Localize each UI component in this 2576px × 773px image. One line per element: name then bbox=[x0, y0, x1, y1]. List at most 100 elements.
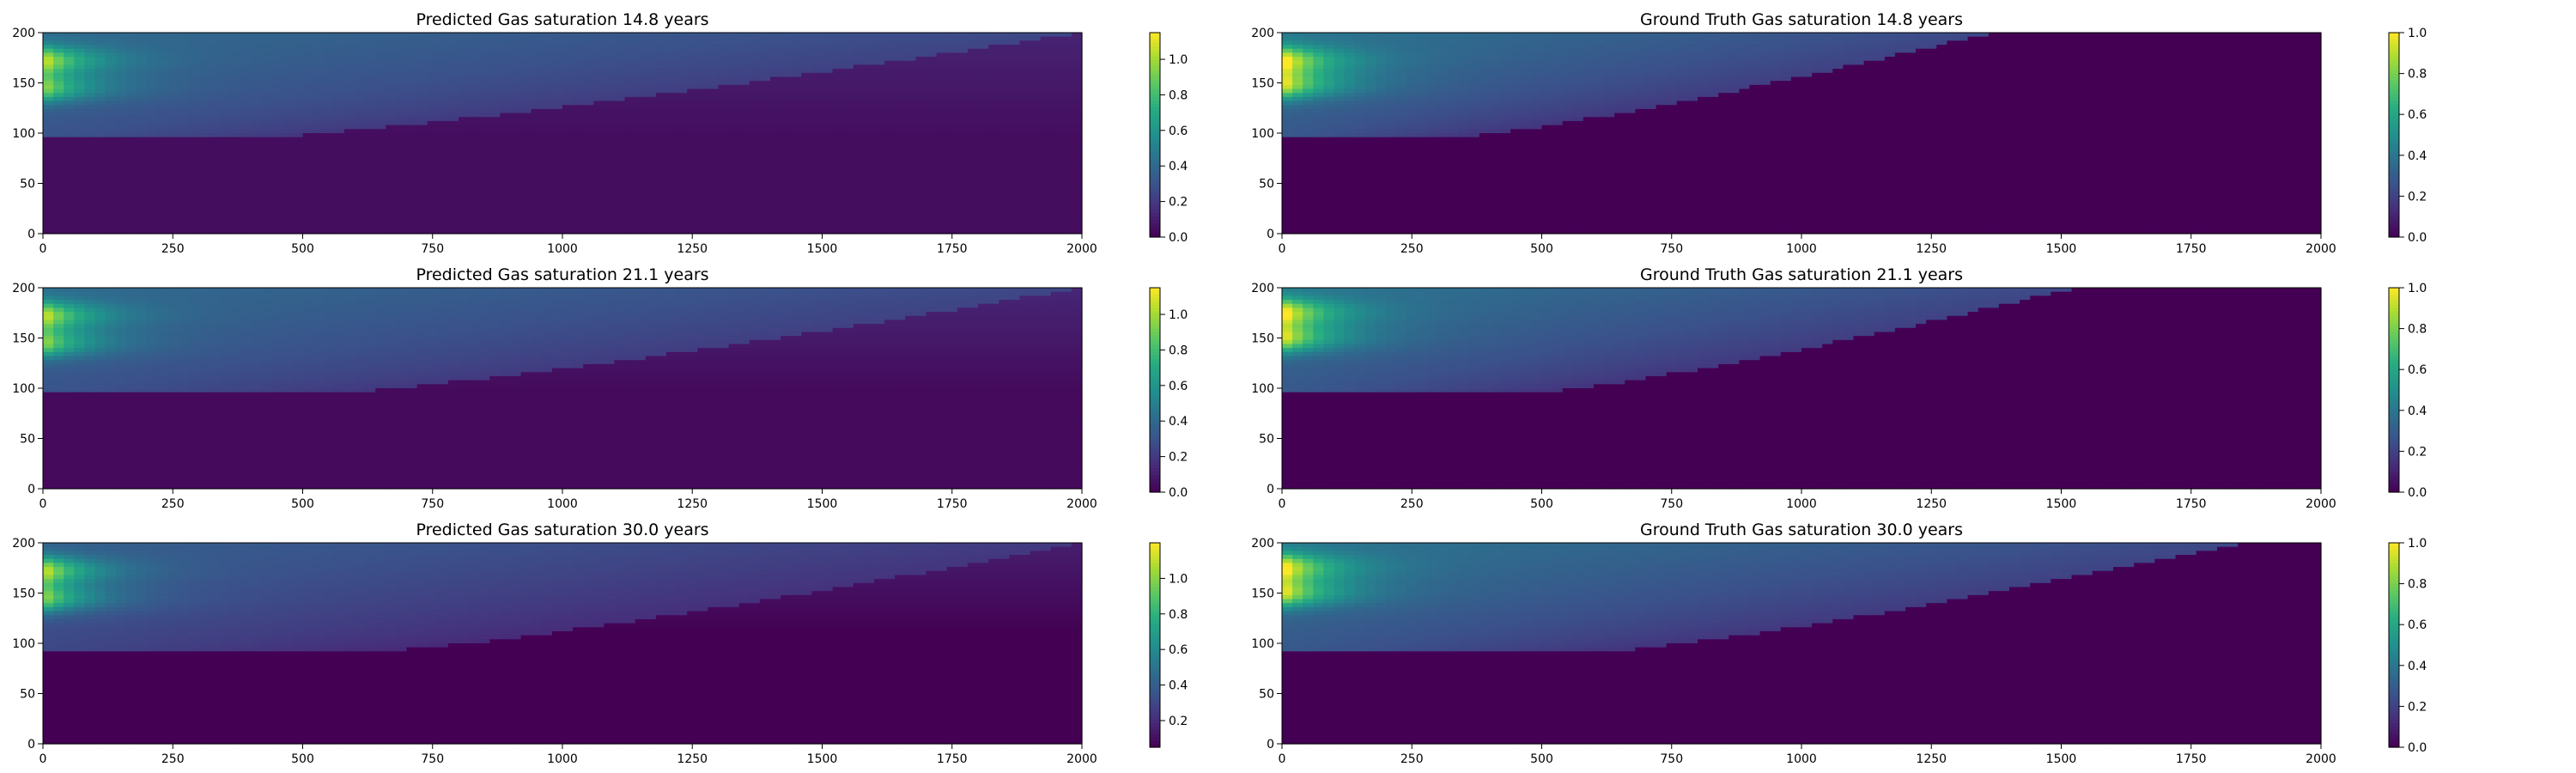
heatmap-cell bbox=[770, 76, 781, 82]
heatmap-cell bbox=[583, 129, 594, 134]
heatmap-cell bbox=[874, 209, 885, 215]
heatmap-cell bbox=[343, 125, 355, 130]
heatmap-cell bbox=[832, 125, 844, 130]
heatmap-cell bbox=[1060, 209, 1072, 215]
heatmap-cell bbox=[136, 149, 148, 154]
heatmap-cell bbox=[510, 137, 522, 142]
heatmap-cell bbox=[396, 145, 408, 150]
heatmap-cell bbox=[677, 225, 688, 230]
heatmap-cell bbox=[219, 33, 231, 38]
heatmap-cell bbox=[781, 205, 792, 210]
heatmap-cell bbox=[292, 165, 304, 170]
heatmap-cell bbox=[583, 125, 594, 130]
heatmap-cell bbox=[355, 173, 366, 179]
heatmap-cell bbox=[1030, 105, 1042, 110]
heatmap-cell bbox=[115, 36, 127, 41]
heatmap-cell bbox=[645, 209, 657, 215]
heatmap-cell bbox=[1009, 96, 1020, 102]
heatmap-cell bbox=[874, 201, 885, 206]
heatmap-cell bbox=[541, 84, 553, 90]
heatmap-cell bbox=[313, 100, 325, 106]
heatmap-cell bbox=[551, 169, 563, 174]
heatmap-cell bbox=[604, 120, 616, 126]
heatmap-cell bbox=[946, 149, 958, 154]
heatmap-cell bbox=[479, 193, 490, 198]
heatmap-cell bbox=[292, 100, 304, 106]
heatmap-cell bbox=[64, 205, 75, 210]
heatmap-cell bbox=[781, 100, 792, 106]
heatmap-cell bbox=[459, 193, 470, 198]
heatmap-cell bbox=[957, 145, 969, 150]
heatmap-cell bbox=[53, 229, 64, 234]
heatmap-cell bbox=[770, 141, 781, 146]
heatmap-cell bbox=[738, 133, 750, 138]
heatmap-cell bbox=[53, 197, 64, 203]
heatmap-cell bbox=[500, 72, 512, 78]
heatmap-cell bbox=[240, 36, 252, 41]
heatmap-cell bbox=[749, 153, 761, 158]
heatmap-cell bbox=[396, 213, 408, 218]
heatmap-cell bbox=[687, 173, 698, 179]
heatmap-cell bbox=[822, 201, 834, 206]
heatmap-cell bbox=[863, 108, 875, 114]
heatmap-cell bbox=[240, 105, 252, 110]
heatmap-cell bbox=[811, 205, 823, 210]
heatmap-cell bbox=[282, 161, 293, 167]
heatmap-cell bbox=[759, 173, 771, 179]
heatmap-cell bbox=[999, 36, 1010, 41]
heatmap-cell bbox=[375, 129, 386, 134]
heatmap-cell bbox=[437, 181, 449, 186]
heatmap-cell bbox=[791, 125, 802, 130]
heatmap-cell bbox=[469, 40, 480, 46]
heatmap-cell bbox=[645, 173, 657, 179]
heatmap-cell bbox=[459, 84, 470, 90]
heatmap-cell bbox=[355, 145, 366, 150]
heatmap-cell bbox=[229, 137, 241, 142]
heatmap-cell bbox=[999, 81, 1010, 86]
heatmap-cell bbox=[343, 133, 355, 138]
heatmap-cell bbox=[105, 48, 117, 53]
heatmap-cell bbox=[697, 185, 708, 191]
heatmap-cell bbox=[520, 52, 532, 58]
heatmap-cell bbox=[1009, 117, 1020, 122]
heatmap-cell bbox=[593, 81, 605, 86]
heatmap-cell bbox=[811, 105, 823, 110]
heatmap-cell bbox=[94, 157, 106, 162]
heatmap-cell bbox=[884, 76, 896, 82]
heatmap-cell bbox=[219, 117, 231, 122]
heatmap-cell bbox=[229, 84, 241, 90]
heatmap-cell bbox=[261, 185, 272, 191]
heatmap-cell bbox=[115, 96, 127, 102]
heatmap-cell bbox=[447, 213, 459, 218]
heatmap-cell bbox=[406, 197, 418, 203]
heatmap-cell bbox=[905, 141, 916, 146]
heatmap-cell bbox=[292, 141, 304, 146]
heatmap-cell bbox=[583, 52, 594, 58]
heatmap-cell bbox=[635, 213, 647, 218]
heatmap-cell bbox=[94, 165, 106, 170]
heatmap-cell bbox=[178, 141, 189, 146]
heatmap-cell bbox=[292, 113, 304, 118]
heatmap-cell bbox=[708, 169, 720, 174]
heatmap-cell bbox=[64, 125, 75, 130]
heatmap-cell bbox=[251, 69, 262, 74]
heatmap-cell bbox=[781, 36, 792, 41]
heatmap-cell bbox=[136, 217, 148, 222]
heatmap-cell bbox=[43, 209, 54, 215]
heatmap-cell bbox=[905, 125, 916, 130]
heatmap-cell bbox=[655, 133, 667, 138]
heatmap-cell bbox=[988, 133, 999, 138]
heatmap-cell bbox=[427, 40, 439, 46]
heatmap-cell bbox=[759, 120, 771, 126]
heatmap-cell bbox=[74, 52, 85, 58]
heatmap-cell bbox=[978, 81, 989, 86]
heatmap-cell bbox=[282, 145, 293, 150]
heatmap-cell bbox=[697, 33, 708, 38]
heatmap-cell bbox=[333, 157, 345, 162]
heatmap-cell bbox=[999, 141, 1010, 146]
heatmap-cell bbox=[781, 209, 792, 215]
heatmap-cell bbox=[261, 69, 272, 74]
heatmap-cell bbox=[74, 193, 85, 198]
heatmap-cell bbox=[157, 120, 168, 126]
heatmap-cell bbox=[614, 193, 626, 198]
